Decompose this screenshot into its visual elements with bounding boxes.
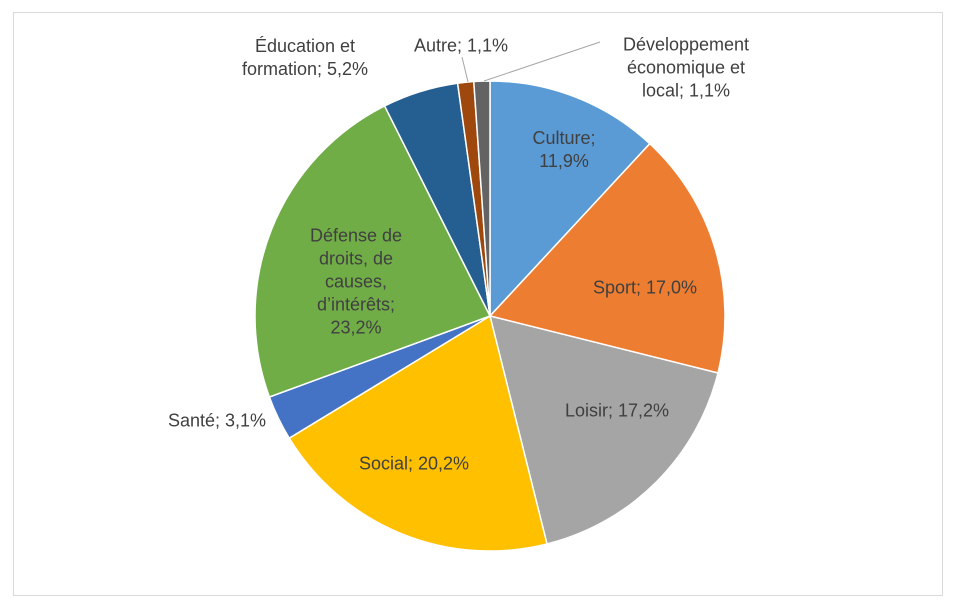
chart-frame [13, 12, 943, 596]
data-label: Éducation et formation; 5,2% [241, 36, 369, 79]
leader-line [483, 41, 601, 82]
data-label: Santé; 3,1% [167, 410, 267, 431]
pie-slice [472, 80, 491, 317]
data-label: Culture; 11,9% [532, 128, 596, 171]
pie-slice [489, 80, 651, 318]
data-label: Défense de droits, de causes, d’intérêts… [309, 225, 403, 338]
pie-slice [288, 314, 548, 552]
data-label: Développement économique et local; 1,1% [622, 34, 750, 101]
pie-slice [488, 314, 719, 545]
data-label: Autre; 1,1% [413, 35, 509, 56]
leader-line [461, 56, 469, 83]
pie-slice [488, 142, 726, 374]
data-label: Loisir; 17,2% [564, 400, 670, 421]
data-label: Sport; 17,0% [592, 277, 698, 298]
data-label: Social; 20,2% [358, 453, 470, 474]
pie-slice [254, 104, 492, 398]
